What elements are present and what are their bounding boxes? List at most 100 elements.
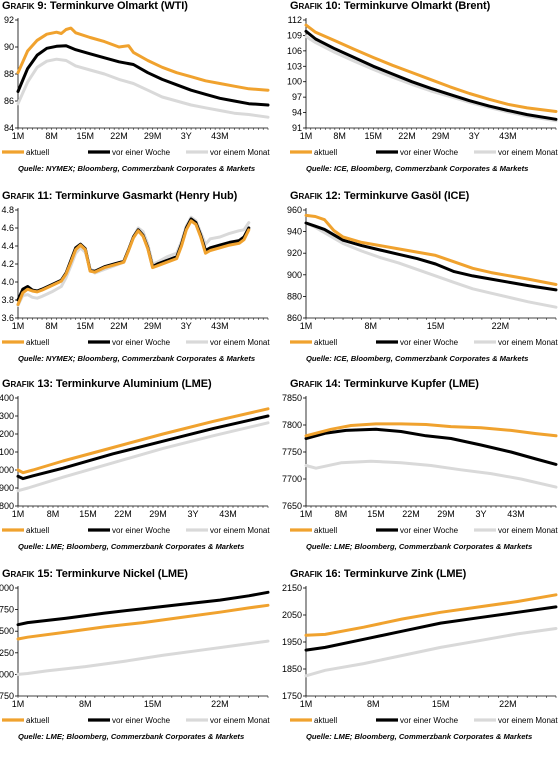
legend-label: vor einem Monat — [210, 148, 270, 157]
x-tick-label: 8M — [79, 699, 92, 709]
x-tick-label: 8M — [365, 321, 378, 331]
series-line-vor-einer-woche — [16, 217, 251, 302]
y-tick-label: 100 — [287, 77, 302, 87]
series-line-aktuell — [16, 219, 251, 306]
legend-label: vor einer Woche — [400, 526, 459, 535]
y-tick-label: 2000 — [0, 465, 14, 475]
chart-panel: Grafik 15: Terminkurve Nickel (LME) 15750… — [0, 568, 270, 748]
x-tick-label: 15M — [365, 131, 383, 141]
chart-number: Grafik 13: — [2, 378, 53, 390]
x-tick-label: 8M — [333, 131, 346, 141]
chart-number: Grafik 9: — [2, 0, 47, 12]
x-tick-label: 3Y — [187, 509, 198, 519]
y-tick-label: 92 — [4, 15, 14, 25]
y-tick-label: 7750 — [282, 447, 302, 457]
y-tick-label: 88 — [4, 69, 14, 79]
x-tick-label: 1M — [12, 321, 25, 331]
x-tick-label: 43M — [219, 509, 237, 519]
x-tick-label: 43M — [499, 131, 517, 141]
legend-label: vor einem Monat — [498, 148, 558, 157]
legend-label: vor einem Monat — [498, 526, 558, 535]
series-line-aktuell — [16, 603, 270, 641]
y-tick-label: 4.0 — [1, 277, 14, 287]
chart-number: Grafik 15: — [2, 568, 53, 580]
x-tick-label: 15M — [77, 131, 95, 141]
y-tick-label: 90 — [4, 42, 14, 52]
legend-label: vor einem Monat — [210, 526, 270, 535]
legend-label: vor einer Woche — [112, 148, 171, 157]
y-tick-label: 4.4 — [1, 241, 14, 251]
series-line-vor-einem-monat — [304, 221, 558, 309]
chart-panel: Grafik 14: Terminkurve Kupfer (LME) 7650 7… — [282, 378, 558, 558]
legend-label: vor einer Woche — [400, 716, 459, 725]
y-tick-label: 16000 — [0, 669, 14, 679]
line-chart: 91 94 97 100 103 106 109 112 1M 8M 15M 22M 29M 3Y 43M a… — [287, 15, 558, 157]
x-tick-label: 29M — [432, 131, 450, 141]
chart-source: Quelle: ICE, Bloomberg, Commerzbank Corp… — [306, 354, 529, 363]
series-line-aktuell — [304, 593, 558, 637]
chart-title-text: Terminkurve Aluminium (LME) — [55, 378, 212, 390]
x-tick-label: 1M — [300, 699, 313, 709]
y-tick-label: 1800 — [0, 501, 14, 511]
series-line-vor-einer-woche — [304, 29, 558, 121]
y-tick-label: 2100 — [0, 447, 14, 457]
chart-source: Quelle: NYMEX; Bloomberg, Commerzbank Co… — [18, 164, 256, 173]
series-line-vor-einer-woche — [304, 221, 558, 292]
chart-title-text: Terminkurve Olmarkt (WTI) — [49, 0, 188, 12]
y-tick-label: 106 — [287, 46, 302, 56]
legend-label: vor einem Monat — [210, 338, 270, 347]
chart-title-text: Terminkurve Olmarkt (Brent) — [343, 0, 491, 12]
chart-number: Grafik 14: — [290, 378, 341, 390]
line-chart: 84 86 88 90 92 1M 8M 15M 22M 29M 3Y 43M aktuell vor e… — [2, 15, 270, 157]
y-tick-label: 7850 — [282, 393, 302, 403]
y-tick-label: 17000 — [0, 583, 14, 593]
x-tick-label: 22M — [211, 699, 229, 709]
x-tick-label: 15M — [367, 509, 385, 519]
x-tick-label: 22M — [110, 321, 128, 331]
x-tick-label: 43M — [211, 321, 229, 331]
chart-title: Grafik 10: Terminkurve Olmarkt (Brent) — [290, 0, 490, 12]
y-tick-label: 2400 — [0, 393, 14, 403]
y-tick-label: 3.6 — [1, 313, 14, 323]
line-chart: 3.6 3.8 4.0 4.2 4.4 4.6 4.8 1M 8M 15M 22M 29M 3Y 43M a… — [1, 205, 270, 347]
y-tick-label: 3.8 — [1, 295, 14, 305]
series-line-vor-einem-monat — [16, 57, 270, 119]
legend-label: vor einem Monat — [498, 338, 558, 347]
chart-number: Grafik 10: — [290, 0, 341, 12]
x-tick-label: 15M — [144, 699, 162, 709]
y-tick-label: 1900 — [0, 483, 14, 493]
y-tick-label: 109 — [287, 30, 302, 40]
line-chart: 1750 1850 1950 2050 2150 1M 8M 15M 22M aktuell vor… — [282, 583, 558, 725]
x-tick-label: 22M — [402, 509, 420, 519]
chart-source: Quelle: NYMEX; Bloomberg, Commerzbank Co… — [18, 354, 256, 363]
x-tick-label: 29M — [437, 509, 455, 519]
y-tick-label: 4.6 — [1, 223, 14, 233]
chart-panel: Grafik 13: Terminkurve Aluminium (LME) 18… — [0, 378, 270, 558]
x-tick-label: 22M — [110, 131, 128, 141]
y-tick-label: 16500 — [0, 626, 14, 636]
series-line-vor-einem-monat — [16, 421, 270, 493]
legend-label: vor einer Woche — [112, 526, 171, 535]
y-tick-label: 103 — [287, 61, 302, 71]
x-tick-label: 3Y — [181, 321, 192, 331]
chart-title: Grafik 16: Terminkurve Zink (LME) — [290, 568, 466, 580]
x-tick-label: 1M — [300, 131, 313, 141]
y-tick-label: 880 — [287, 291, 302, 301]
legend-label: vor einer Woche — [400, 148, 459, 157]
x-tick-label: 15M — [432, 699, 450, 709]
series-line-vor-einem-monat — [304, 627, 558, 678]
legend-label: aktuell — [314, 716, 337, 725]
chart-panel: Grafik 12: Terminkurve Gasöl (ICE) 860 880… — [287, 190, 558, 370]
x-tick-label: 8M — [45, 131, 58, 141]
chart-source: Quelle: LME; Bloomberg, Commerzbank Corp… — [18, 542, 245, 551]
chart-panel: Grafik 11: Terminkurve Gasmarkt (Henry H… — [0, 190, 270, 370]
x-tick-label: 43M — [507, 509, 525, 519]
y-tick-label: 16750 — [0, 605, 14, 615]
y-tick-label: 16250 — [0, 648, 14, 658]
chart-title-text: Terminkurve Zink (LME) — [343, 568, 467, 580]
x-tick-label: 3Y — [469, 131, 480, 141]
y-tick-label: 960 — [287, 205, 302, 215]
x-tick-label: 8M — [335, 509, 348, 519]
chart-panel: Grafik 10: Terminkurve Olmarkt (Brent) 91… — [287, 0, 558, 180]
series-line-aktuell — [16, 26, 270, 92]
